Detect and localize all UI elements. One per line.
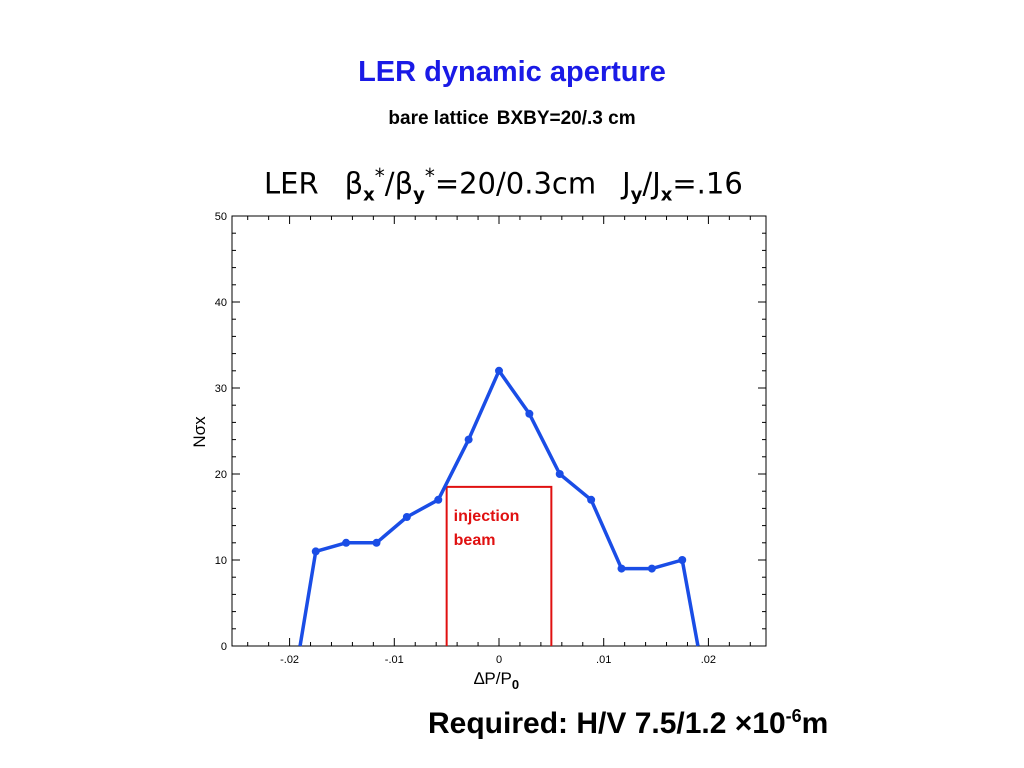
beta-star-y: * — [424, 164, 435, 188]
ratio-slash: / — [642, 166, 653, 201]
data-point — [587, 495, 596, 504]
y-tick-label: 0 — [221, 641, 227, 653]
data-point — [311, 547, 320, 556]
y-axis-label: Nσx — [190, 416, 209, 448]
x-tick-label: .02 — [701, 654, 716, 666]
x-axis-label: ∆P/P0 — [474, 669, 519, 692]
data-point — [525, 409, 534, 418]
chart-title-ring: LER — [264, 166, 319, 201]
beta-value: =20/0.3cm — [434, 166, 597, 201]
data-point — [464, 435, 473, 444]
aperture-series — [298, 366, 700, 647]
page-subtitle: bare lattice BXBY=20/.3 cm — [0, 108, 1024, 130]
x-tick-label: .01 — [596, 654, 611, 666]
x-tick-label: -.01 — [385, 654, 404, 666]
data-point — [372, 538, 381, 547]
subtitle-lattice: bare lattice — [388, 108, 489, 129]
ratio-value: =.16 — [672, 166, 743, 201]
x-tick-label: -.02 — [280, 654, 299, 666]
y-tick-label: 20 — [215, 469, 227, 481]
annotation-line-2: beam — [454, 532, 496, 549]
x-tick-label: 0 — [496, 654, 502, 666]
x-axis-label-sub: 0 — [512, 677, 519, 692]
data-point — [402, 513, 411, 521]
data-point — [678, 556, 687, 564]
j-sub-x: x — [660, 184, 673, 206]
beta-symbol-y: β — [394, 166, 414, 201]
y-tick-label: 50 — [215, 211, 227, 223]
y-tick-label: 30 — [215, 383, 227, 395]
requirement-unit: m — [801, 707, 829, 740]
x-axis-label-main: ∆P/P — [474, 669, 512, 688]
annotation-line-1: injection — [454, 508, 520, 525]
chart-title: LER βx*/βy*=20/0.3cm Jy/Jx=.16 — [264, 164, 743, 205]
beta-star-x: * — [374, 164, 385, 188]
requirement-exponent: -6 — [785, 706, 802, 726]
data-point — [647, 564, 656, 573]
injection-beam-box — [445, 485, 553, 646]
requirement-main: Required: H/V 7.5/1.2 ×10 — [428, 707, 786, 740]
beta-sub-x: x — [363, 184, 375, 206]
beta-sub-y: y — [413, 184, 425, 206]
data-point — [617, 564, 626, 573]
title-slash: / — [384, 166, 395, 201]
injection-beam-annotation: injection beam — [445, 485, 553, 646]
j-symbol-y: J — [622, 166, 631, 201]
page-title: LER dynamic aperture — [358, 56, 666, 88]
data-point — [555, 470, 564, 478]
data-point — [495, 366, 503, 375]
j-sub-y: y — [630, 184, 643, 206]
data-point — [434, 495, 443, 504]
data-point — [342, 538, 351, 547]
axis-ticks: 0 10 20 30 40 50 -.02 -.01 0 .01 .02 — [215, 211, 766, 666]
beta-symbol: β — [344, 166, 364, 201]
j-symbol-x: J — [652, 166, 661, 201]
requirement-note: Required: H/V 7.5/1.2 ×10-6m — [428, 706, 828, 741]
subtitle-beta: BXBY=20/.3 cm — [496, 108, 636, 129]
y-tick-label: 10 — [215, 555, 227, 567]
y-tick-label: 40 — [215, 297, 227, 309]
